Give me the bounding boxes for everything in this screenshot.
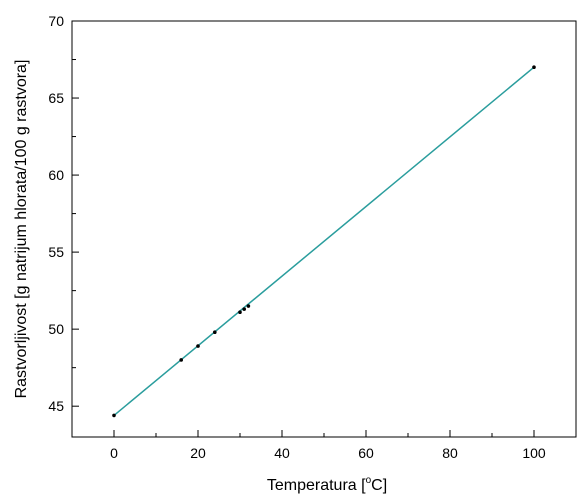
plot-frame: [71, 20, 577, 438]
x-tick-label: 0: [110, 445, 118, 461]
x-tick-label: 60: [358, 445, 374, 461]
data-point: [179, 358, 183, 362]
x-tick-label: 80: [442, 445, 458, 461]
data-point: [246, 304, 251, 308]
y-tick-label: 45: [48, 398, 64, 414]
x-axis-ticks: 0 20 40 60 80 100: [71, 430, 577, 461]
y-tick-label: 65: [48, 90, 64, 106]
y-axis-title: Rastvorljivost [g natrijum hlorata/100 g…: [13, 60, 30, 399]
fit-line: [113, 66, 535, 417]
data-point: [213, 330, 217, 335]
x-tick-label: 40: [274, 445, 290, 461]
y-axis-ticks: 45 50 55 60 65 70: [48, 13, 79, 414]
data-point: [242, 307, 246, 311]
data-point: [112, 413, 116, 418]
x-tick-label: 20: [190, 445, 206, 461]
y-tick-label: 50: [48, 321, 64, 337]
data-points: [112, 65, 536, 418]
data-point: [238, 310, 242, 315]
y-tick-label: 70: [48, 13, 64, 29]
y-tick-label: 60: [48, 167, 64, 183]
x-axis-title: Temperatura [oC]: [267, 475, 387, 494]
data-point: [196, 344, 200, 348]
data-point: [532, 65, 536, 70]
x-tick-label: 100: [522, 445, 546, 461]
y-tick-label: 55: [48, 244, 64, 260]
